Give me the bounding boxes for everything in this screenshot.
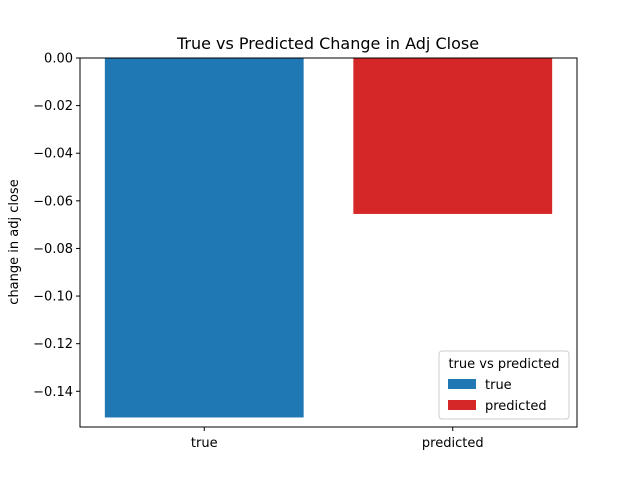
y-axis-label: change in adj close — [7, 179, 22, 304]
y-tick-label: −0.14 — [33, 385, 73, 400]
plot-frame — [79, 57, 578, 428]
y-tick-label: −0.10 — [33, 290, 73, 305]
y-tick-label: −0.06 — [33, 194, 73, 209]
legend: true vs predicted true predicted — [438, 350, 570, 420]
legend-title: true vs predicted — [448, 357, 559, 372]
legend-swatch-predicted — [448, 400, 476, 410]
x-axis-ticks: true predicted — [191, 427, 484, 451]
y-tick-label: −0.04 — [33, 147, 73, 162]
legend-swatch-true — [448, 379, 476, 389]
y-tick-label: −0.08 — [33, 242, 73, 257]
legend-label-true: true — [485, 378, 512, 393]
y-tick-label: −0.12 — [33, 337, 73, 352]
x-tick-label: true — [191, 436, 218, 451]
bar-predicted — [353, 58, 553, 214]
bars-group — [104, 58, 553, 418]
chart-title: True vs Predicted Change in Adj Close — [176, 34, 479, 53]
y-tick-label: −0.02 — [33, 99, 73, 114]
x-tick-label: predicted — [422, 436, 484, 451]
legend-label-predicted: predicted — [485, 399, 547, 414]
bar-true — [104, 58, 304, 418]
y-axis-ticks: 0.00 −0.02 −0.04 −0.06 −0.08 −0.10 −0.12 −0.14 — [33, 52, 80, 400]
y-tick-label: 0.00 — [44, 52, 73, 67]
